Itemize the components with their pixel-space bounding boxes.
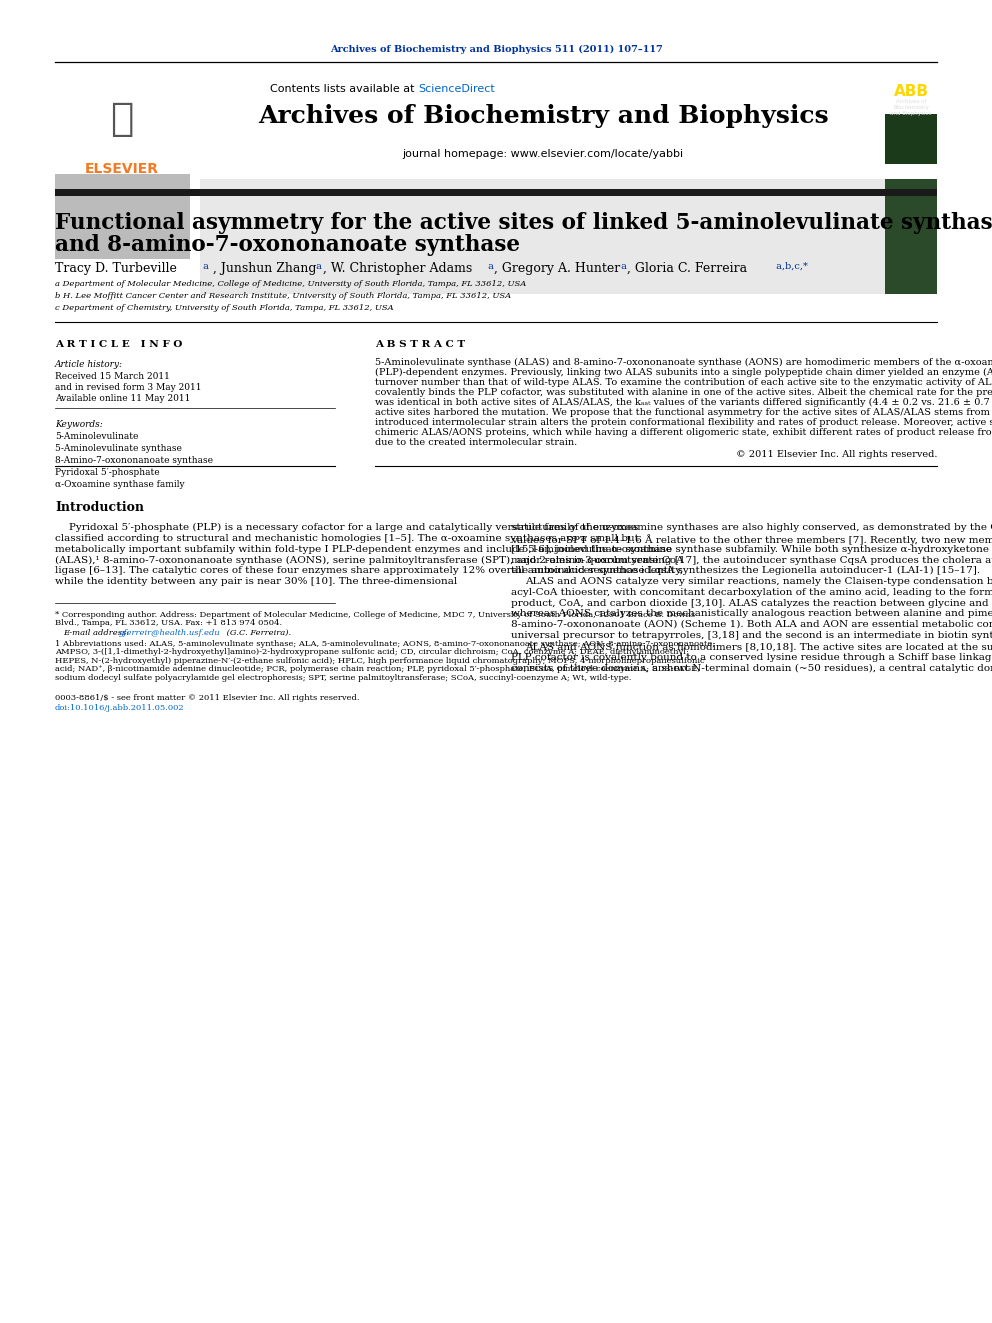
Text: Article history:: Article history:: [55, 360, 123, 369]
Text: values for SPT of 1.4–1.6 Å relative to the other three members [7]. Recently, t: values for SPT of 1.4–1.6 Å relative to …: [511, 533, 992, 545]
Text: covalently binds the PLP cofactor, was substituted with alanine in one of the ac: covalently binds the PLP cofactor, was s…: [375, 388, 992, 397]
Text: acyl-CoA thioester, with concomitant decarboxylation of the amino acid, leading : acyl-CoA thioester, with concomitant dec…: [511, 587, 992, 597]
Text: a: a: [618, 262, 627, 271]
Text: 5-Aminolevulinate synthase: 5-Aminolevulinate synthase: [55, 445, 182, 452]
Text: sodium dodecyl sulfate polyacrylamide gel electrophoresis; SPT, serine palmitoyl: sodium dodecyl sulfate polyacrylamide ge…: [55, 673, 631, 681]
Text: a,b,c,*: a,b,c,*: [773, 262, 807, 271]
Text: ligase [6–13]. The catalytic cores of these four enzymes share approximately 12%: ligase [6–13]. The catalytic cores of th…: [55, 566, 683, 576]
Text: , Gregory A. Hunter: , Gregory A. Hunter: [494, 262, 620, 275]
Text: a Department of Molecular Medicine, College of Medicine, University of South Flo: a Department of Molecular Medicine, Coll…: [55, 280, 526, 288]
Text: © 2011 Elsevier Inc. All rights reserved.: © 2011 Elsevier Inc. All rights reserved…: [735, 450, 937, 459]
Text: Pyridoxal 5′-phosphate: Pyridoxal 5′-phosphate: [55, 468, 160, 478]
Text: c Department of Chemistry, University of South Florida, Tampa, FL 33612, USA: c Department of Chemistry, University of…: [55, 304, 394, 312]
Text: 8-Amino-7-oxononanoate synthase: 8-Amino-7-oxononanoate synthase: [55, 456, 213, 464]
Bar: [55, 175, 190, 259]
Text: major roles in quorum sensing [17], the autoinducer synthase CqsA produces the c: major roles in quorum sensing [17], the …: [511, 556, 992, 565]
Text: * Corresponding author. Address: Department of Molecular Medicine, College of Me: * Corresponding author. Address: Departm…: [55, 611, 695, 619]
Text: while the identity between any pair is near 30% [10]. The three-dimensional: while the identity between any pair is n…: [55, 577, 457, 586]
Text: Archives of
Biochemistry
and Biophysics: Archives of Biochemistry and Biophysics: [891, 99, 931, 115]
Text: chimeric ALAS/AONS proteins, which while having a different oligomeric state, ex: chimeric ALAS/AONS proteins, which while…: [375, 429, 992, 437]
Text: doi:10.1016/j.abb.2011.05.002: doi:10.1016/j.abb.2011.05.002: [55, 704, 185, 712]
Text: [15,16], joined the α-oxoamine synthase subfamily. While both synthesize α-hydro: [15,16], joined the α-oxoamine synthase …: [511, 545, 992, 553]
Text: metabolically important subfamily within fold-type I PLP-dependent enzymes and i: metabolically important subfamily within…: [55, 545, 672, 553]
Text: a: a: [485, 262, 494, 271]
Text: active sites harbored the mutation. We propose that the functional asymmetry for: active sites harbored the mutation. We p…: [375, 407, 992, 417]
Text: 🌲: 🌲: [110, 101, 134, 138]
Text: turnover number than that of wild-type ALAS. To examine the contribution of each: turnover number than that of wild-type A…: [375, 378, 992, 388]
Bar: [55, 179, 200, 294]
Text: A B S T R A C T: A B S T R A C T: [375, 340, 465, 349]
Text: a: a: [313, 262, 321, 271]
Text: ALAS and AONS function as homodimers [8,10,18]. The active sites are located at : ALAS and AONS function as homodimers [8,…: [526, 642, 992, 651]
Text: b H. Lee Moffitt Cancer Center and Research Institute, University of South Flori: b H. Lee Moffitt Cancer Center and Resea…: [55, 292, 511, 300]
Text: Archives of Biochemistry and Biophysics 511 (2011) 107–117: Archives of Biochemistry and Biophysics …: [329, 45, 663, 54]
Text: consists of three domains, a short N-terminal domain (~50 residues), a central c: consists of three domains, a short N-ter…: [511, 663, 992, 672]
Text: Archives of Biochemistry and Biophysics: Archives of Biochemistry and Biophysics: [258, 105, 828, 128]
Text: (ALAS),¹ 8-amino-7-oxononanoate synthase (AONS), serine palmitoyltransferase (SP: (ALAS),¹ 8-amino-7-oxononanoate synthase…: [55, 556, 683, 565]
Text: , Gloria C. Ferreira: , Gloria C. Ferreira: [627, 262, 747, 275]
Text: ScienceDirect: ScienceDirect: [418, 83, 495, 94]
Text: 8-amino-7-oxononanoate (AON) (Scheme 1). Both ALA and AON are essential metaboli: 8-amino-7-oxononanoate (AON) (Scheme 1).…: [511, 620, 992, 630]
Text: due to the created intermolecular strain.: due to the created intermolecular strain…: [375, 438, 577, 447]
Text: 0003-8861/$ - see front matter © 2011 Elsevier Inc. All rights reserved.: 0003-8861/$ - see front matter © 2011 El…: [55, 695, 359, 703]
Text: classified according to structural and mechanistic homologies [1–5]. The α-oxoam: classified according to structural and m…: [55, 533, 639, 542]
Text: a: a: [200, 262, 209, 271]
Text: ALAS and AONS catalyze very similar reactions, namely the Claisen-type condensat: ALAS and AONS catalyze very similar reac…: [526, 577, 992, 586]
Text: acid; NAD⁺, β-nicotinamide adenine dinucleotide; PCR, polymerase chain reaction;: acid; NAD⁺, β-nicotinamide adenine dinuc…: [55, 665, 700, 673]
Text: whereas AONS catalyzes the mechanistically analogous reaction between alanine an: whereas AONS catalyzes the mechanistical…: [511, 610, 992, 618]
Text: A R T I C L E   I N F O: A R T I C L E I N F O: [55, 340, 183, 349]
Bar: [200, 179, 937, 294]
Text: , Junshun Zhang: , Junshun Zhang: [213, 262, 316, 275]
Text: 5-Aminolevulinate synthase (ALAS) and 8-amino-7-oxononanoate synthase (AONS) are: 5-Aminolevulinate synthase (ALAS) and 8-…: [375, 359, 992, 366]
Text: introduced intermolecular strain alters the protein conformational flexibility a: introduced intermolecular strain alters …: [375, 418, 992, 427]
Text: Blvd., Tampa, FL 33612, USA. Fax: +1 813 974 0504.: Blvd., Tampa, FL 33612, USA. Fax: +1 813…: [55, 619, 282, 627]
Text: was identical in both active sites of ALAS/ALAS, the kₐₐₜ values of the variants: was identical in both active sites of AL…: [375, 398, 992, 407]
Text: , W. Christopher Adams: , W. Christopher Adams: [323, 262, 472, 275]
Text: E-mail address:: E-mail address:: [63, 628, 132, 636]
Text: Introduction: Introduction: [55, 501, 144, 515]
Bar: [885, 179, 937, 294]
Text: Received 15 March 2011: Received 15 March 2011: [55, 372, 170, 381]
Text: AMPSO, 3-([1,1-dimethyl-2-hydroxyethyl]amino)-2-hydroxypropane sulfonic acid; CD: AMPSO, 3-([1,1-dimethyl-2-hydroxyethyl]a…: [55, 648, 688, 656]
Text: 5-Aminolevulinate: 5-Aminolevulinate: [55, 433, 138, 441]
Text: gferreir@health.usf.edu: gferreir@health.usf.edu: [119, 628, 221, 636]
Text: (G.C. Ferreira).: (G.C. Ferreira).: [224, 628, 291, 636]
Text: 1 Abbreviations used: ALAS, 5-aminolevulinate synthase; ALA, 5-aminolevulinate; : 1 Abbreviations used: ALAS, 5-aminolevul…: [55, 640, 715, 648]
Text: Keywords:: Keywords:: [55, 419, 103, 429]
Text: ELSEVIER: ELSEVIER: [85, 161, 159, 176]
Text: Pyridoxal 5′-phosphate (PLP) is a necessary cofactor for a large and catalytical: Pyridoxal 5′-phosphate (PLP) is a necess…: [69, 523, 639, 532]
Text: and in revised form 3 May 2011: and in revised form 3 May 2011: [55, 382, 201, 392]
Text: Available online 11 May 2011: Available online 11 May 2011: [55, 394, 190, 404]
Bar: [885, 114, 937, 164]
Text: product, CoA, and carbon dioxide [3,10]. ALAS catalyzes the reaction between gly: product, CoA, and carbon dioxide [3,10].…: [511, 598, 992, 607]
Text: Functional asymmetry for the active sites of linked 5-aminolevulinate synthase: Functional asymmetry for the active site…: [55, 212, 992, 234]
Text: and 8-amino-7-oxononanoate synthase: and 8-amino-7-oxononanoate synthase: [55, 234, 520, 255]
Bar: [55, 189, 937, 196]
Text: ABB: ABB: [894, 83, 929, 99]
Text: structures of the α-oxoamine synthases are also highly conserved, as demonstrate: structures of the α-oxoamine synthases a…: [511, 523, 992, 532]
Text: Tracy D. Turbeville: Tracy D. Turbeville: [55, 262, 177, 275]
Text: journal homepage: www.elsevier.com/locate/yabbi: journal homepage: www.elsevier.com/locat…: [403, 149, 683, 159]
Text: PLP cofactor is covalently bound to a conserved lysine residue through a Schiff : PLP cofactor is covalently bound to a co…: [511, 652, 992, 662]
Text: Contents lists available at: Contents lists available at: [270, 83, 418, 94]
Text: (PLP)-dependent enzymes. Previously, linking two ALAS subunits into a single pol: (PLP)-dependent enzymes. Previously, lin…: [375, 368, 992, 377]
Text: HEPES, N-(2-hydroxyethyl) piperazine-N′-(2-ethane sulfonic acid); HPLC, high per: HEPES, N-(2-hydroxyethyl) piperazine-N′-…: [55, 656, 704, 664]
Text: α-Oxoamine synthase family: α-Oxoamine synthase family: [55, 480, 185, 490]
Text: universal precursor to tetrapyrroles, [3,18] and the second is an intermediate i: universal precursor to tetrapyrroles, [3…: [511, 631, 992, 640]
Text: the autoinducer synthase LqsA synthesizes the Legionella autoinducer-1 (LAI-1) [: the autoinducer synthase LqsA synthesize…: [511, 566, 980, 576]
